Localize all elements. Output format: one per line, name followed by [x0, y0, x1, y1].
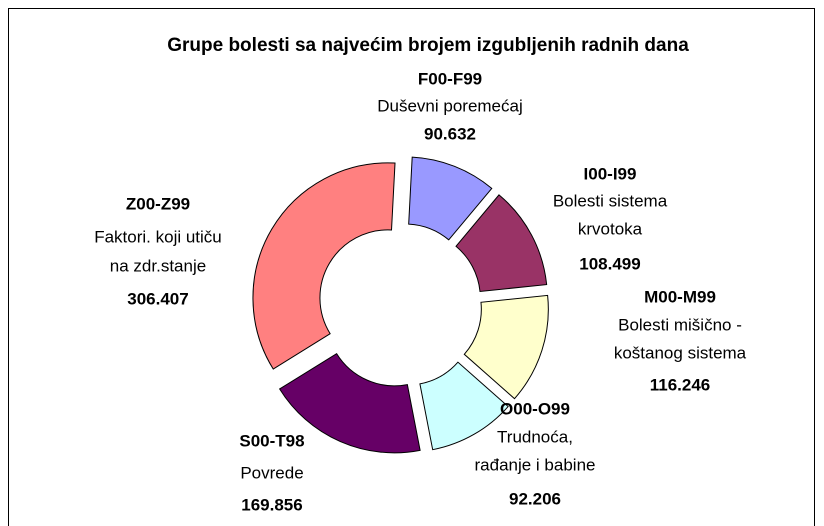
segment-description: koštanog sistema — [614, 343, 747, 362]
data-label: 116.246 — [650, 375, 711, 394]
segment-code: I00-I99 — [584, 164, 637, 183]
segment-description: krvotoka — [578, 219, 643, 238]
donut-segment — [252, 162, 396, 370]
segment-code: S00-T98 — [239, 431, 304, 450]
segment-code: F00-F99 — [418, 69, 482, 88]
segment-description: Duševni poremećaj — [377, 96, 523, 115]
donut-segment — [419, 361, 509, 451]
segment-description: rađanje i babine — [475, 455, 596, 474]
segment-description: Povrede — [240, 463, 303, 482]
segment-description: Trudnoća, — [497, 427, 573, 446]
segment-code: Z00-Z99 — [126, 194, 190, 213]
donut-segment — [408, 156, 493, 241]
data-label: 90.632 — [424, 124, 476, 143]
segment-description: Bolesti sistema — [553, 191, 668, 210]
data-label: 169.856 — [241, 495, 302, 514]
segment-description: Bolesti mišično - — [618, 315, 742, 334]
data-label: 92.206 — [509, 489, 561, 508]
chart-title: Grupe bolesti sa najvećim brojem izgublj… — [167, 35, 689, 56]
donut-segment — [455, 194, 548, 292]
segment-description: Faktori. koji utiču — [94, 227, 222, 246]
data-label: 306.407 — [127, 289, 188, 308]
data-label: 108.499 — [579, 254, 640, 273]
segment-code: O00-O99 — [500, 399, 570, 418]
segment-code: M00-M99 — [644, 287, 716, 306]
segment-description: na zdr.stanje — [110, 256, 206, 275]
donut-segment — [463, 294, 549, 400]
donut-segment — [278, 352, 421, 454]
